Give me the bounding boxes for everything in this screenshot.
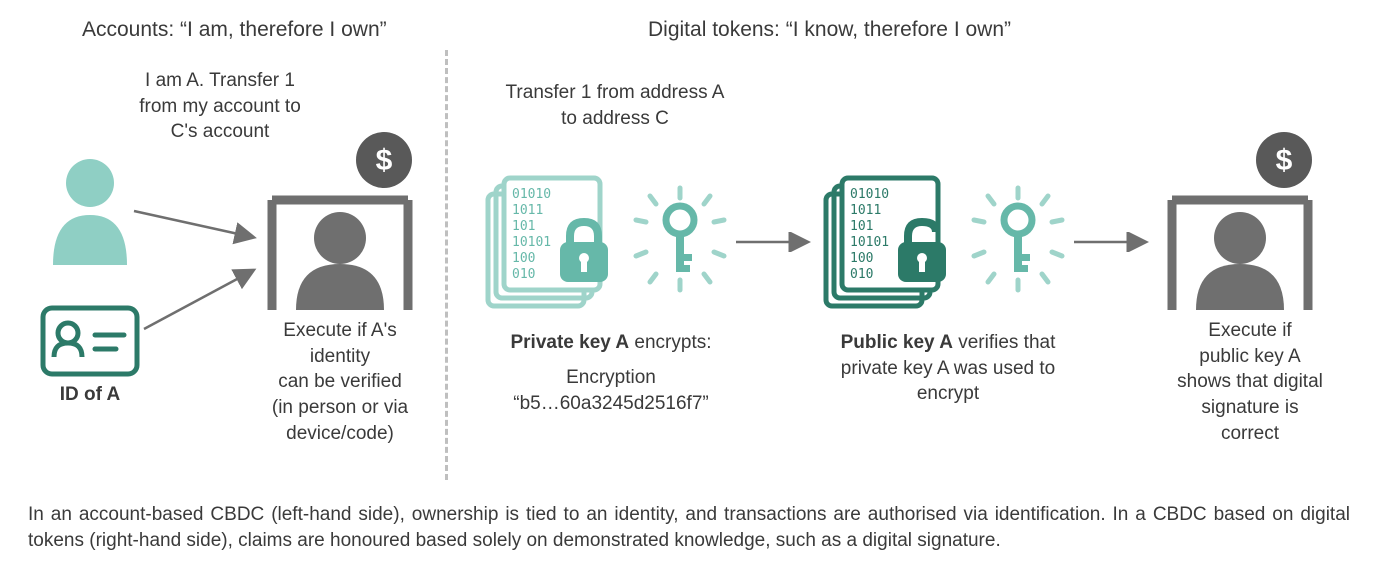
verifier-right-icon: $ [1160,130,1320,310]
transfer-text-right: Transfer 1 from address Ato address C [485,80,745,131]
arrow-private-to-public [734,232,814,252]
caption-text: In an account-based CBDC (left-hand side… [28,502,1350,555]
arrow-public-to-verifier [1072,232,1152,252]
svg-text:1011: 1011 [850,203,881,218]
svg-text:101: 101 [512,219,535,234]
verifier-left-text: Execute if A'sidentitycan be verified(in… [245,318,435,446]
public-key-icon: 01010 1011 101 10101 100 010 [818,170,1068,320]
svg-text:100: 100 [512,251,535,266]
private-key-label: Private key A encrypts: [476,330,746,356]
id-card-icon [40,305,140,377]
heading-accounts: Accounts: “I am, therefore I own” [82,18,387,42]
public-key-bold: Public key A [841,332,953,353]
svg-text:101: 101 [850,219,873,234]
svg-text:$: $ [376,144,393,177]
svg-text:01010: 01010 [850,187,889,202]
svg-text:10101: 10101 [850,235,889,250]
section-divider [445,50,448,480]
verifier-right-text: Execute ifpublic key Ashows that digital… [1150,318,1350,446]
arrow-id-to-verifier [140,265,260,335]
verifier-left-icon: $ [260,130,420,310]
id-label: ID of A [40,382,140,408]
svg-text:010: 010 [850,267,873,282]
svg-text:100: 100 [850,251,873,266]
private-key-icon: 01010 1011 101 10101 100 010 [480,170,730,320]
encryption-line: Encryption“b5…60a3245d2516f7” [476,365,746,416]
svg-text:10101: 10101 [512,235,551,250]
private-key-bold: Private key A [510,332,629,353]
heading-tokens: Digital tokens: “I know, therefore I own… [648,18,1011,42]
svg-text:010: 010 [512,267,535,282]
person-a-icon [45,155,135,265]
svg-text:1011: 1011 [512,203,543,218]
svg-text:01010: 01010 [512,187,551,202]
private-key-rest: encrypts: [629,332,711,353]
public-key-label: Public key A verifies thatprivate key A … [808,330,1088,407]
svg-text:$: $ [1276,144,1293,177]
arrow-person-to-verifier [130,205,260,245]
